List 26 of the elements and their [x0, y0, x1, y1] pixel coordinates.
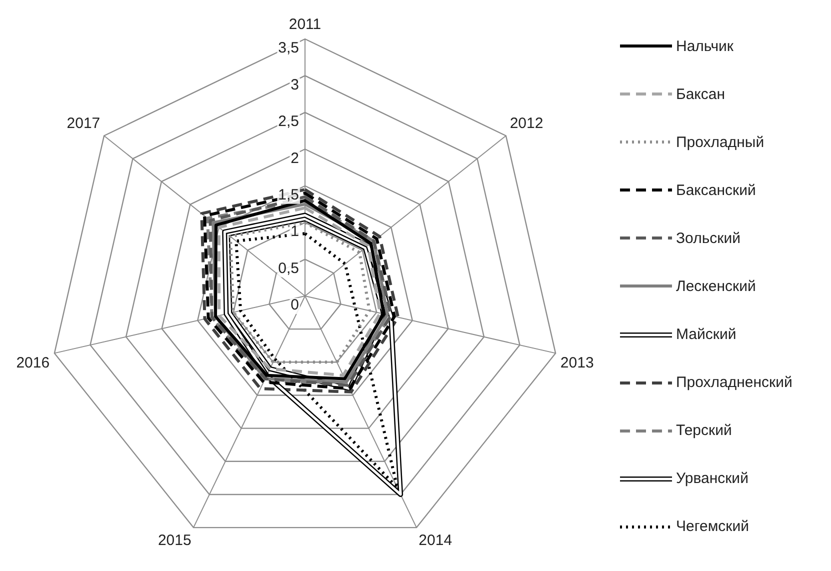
spoke-label: 2012 [510, 114, 544, 132]
legend-label: Чегемский [676, 518, 750, 536]
legend-label: Баксан [676, 86, 726, 103]
y-tick-label: 2 [290, 150, 299, 167]
legend-label: Прохладненский [676, 374, 792, 392]
legend-label: Прохладный [676, 134, 766, 151]
y-tick-label: 2,5 [278, 113, 299, 130]
y-tick-label: 0,5 [278, 260, 299, 277]
spoke-label: 2011 [288, 16, 322, 34]
legend-label: Майский [676, 326, 738, 343]
spoke-label: 2014 [418, 532, 452, 550]
spoke-label: 2016 [16, 354, 50, 372]
spoke-label: 2015 [158, 532, 192, 550]
y-tick-label: 1 [290, 223, 299, 240]
legend-label: Зольский [676, 230, 742, 247]
spoke-label: 2013 [560, 354, 594, 372]
legend-label: Лескенский [676, 278, 757, 295]
y-tick-label: 0 [290, 296, 299, 314]
y-tick-label: 3,5 [278, 40, 299, 57]
y-tick-label: 1,5 [278, 186, 299, 204]
y-tick-label: 3 [290, 76, 299, 94]
legend-label: Нальчик [676, 38, 734, 55]
legend-label: Терский [676, 422, 733, 440]
legend-label: Урванский [676, 470, 750, 488]
legend-label: Баксанский [676, 182, 757, 199]
spoke-label: 2017 [66, 114, 100, 132]
